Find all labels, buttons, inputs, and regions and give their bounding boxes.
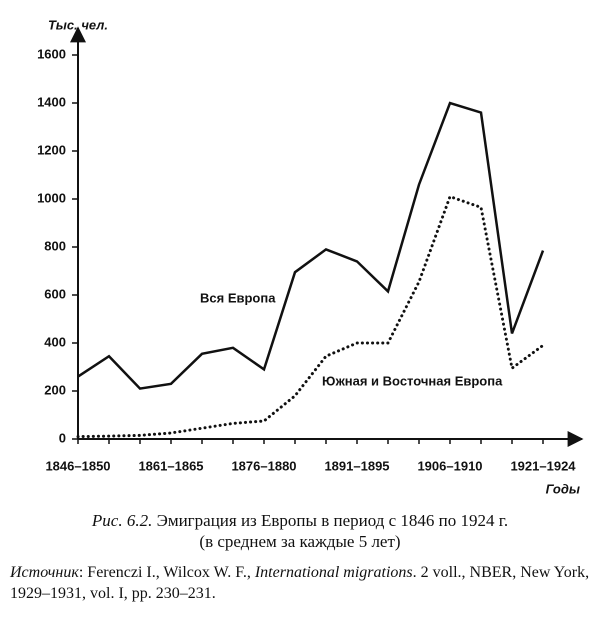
caption: Рис. 6.2. Эмиграция из Европы в период с…	[0, 510, 600, 552]
x-tick-label: 1876–1880	[231, 458, 296, 473]
y-tick-label: 400	[44, 334, 66, 349]
x-tick-label: 1846–1850	[45, 458, 110, 473]
y-axis-label: Тыс. чел.	[48, 17, 108, 32]
x-tick-label: 1861–1865	[138, 458, 203, 473]
source-text: : Ferenczi I., Wilcox W. F.,	[78, 564, 255, 581]
y-tick-label: 200	[44, 382, 66, 397]
x-tick-label: 1891–1895	[324, 458, 389, 473]
source-title: International migrations	[254, 564, 413, 581]
x-tick-label: 1906–1910	[417, 458, 482, 473]
series-label: Южная и Восточная Европа	[322, 373, 503, 388]
y-tick-label: 1200	[37, 142, 66, 157]
chart: Тыс. чел. Годы 0 200 400 600 800 1000 1200 1400…	[37, 17, 584, 496]
caption-text: Эмиграция из Европы в период с 1846 по 1…	[152, 511, 509, 530]
caption-line2: (в среднем за каждые 5 лет)	[199, 532, 401, 551]
x-axis-label: Годы	[546, 481, 580, 496]
y-tick-label: 1000	[37, 190, 66, 205]
series-label: Вся Европа	[200, 290, 276, 305]
series-line	[77, 101, 545, 390]
source-text: . 2 voll., NBER, New York, 1929–1931, vo…	[10, 564, 590, 602]
y-tick-label: 0	[59, 430, 66, 445]
series-line	[76, 194, 545, 439]
y-tick-label: 800	[44, 238, 66, 253]
y-tick-label: 600	[44, 286, 66, 301]
y-tick-label: 1400	[37, 94, 66, 109]
source: Источник: Ferenczi I., Wilcox W. F., Int…	[0, 562, 600, 604]
y-tick-label: 1600	[37, 46, 66, 61]
x-tick-label: 1921–1924	[510, 458, 576, 473]
source-label: Источник	[10, 564, 79, 581]
caption-label: Рис. 6.2.	[91, 511, 153, 530]
